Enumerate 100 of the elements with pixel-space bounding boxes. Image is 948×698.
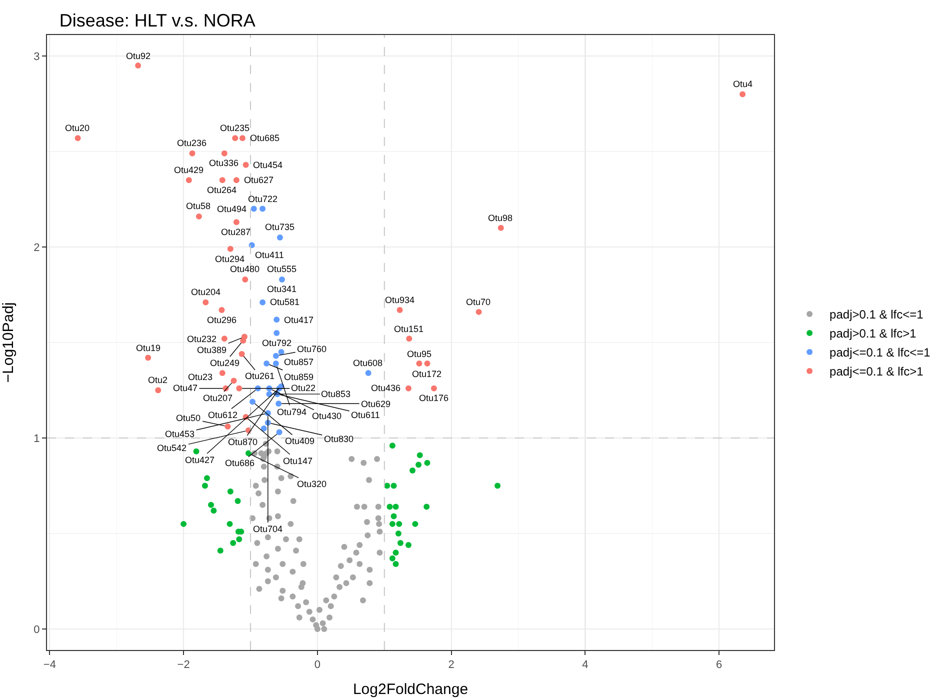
annotation: Otu249 bbox=[210, 358, 240, 368]
annotation: Otu429 bbox=[174, 165, 204, 175]
point bbox=[276, 400, 282, 407]
point bbox=[234, 498, 241, 504]
annotation: Otu172 bbox=[412, 369, 442, 379]
point bbox=[390, 482, 397, 489]
point bbox=[145, 354, 152, 361]
annotation: Otu2 bbox=[148, 375, 168, 385]
annotation: Otu830 bbox=[324, 434, 354, 444]
annotation: Otu453 bbox=[165, 429, 195, 439]
point bbox=[405, 385, 412, 392]
x-tick-label: 6 bbox=[716, 659, 722, 672]
point bbox=[390, 513, 397, 520]
point bbox=[405, 542, 412, 548]
annotation: Otu760 bbox=[297, 344, 327, 354]
point bbox=[396, 307, 403, 314]
point bbox=[498, 224, 504, 231]
point bbox=[240, 338, 246, 344]
point bbox=[424, 504, 430, 510]
point bbox=[221, 150, 228, 156]
annotation: Otu236 bbox=[177, 138, 207, 148]
point bbox=[416, 452, 423, 458]
point bbox=[227, 246, 234, 252]
x-tick-label: 0 bbox=[314, 659, 321, 672]
annotation: Otu23 bbox=[188, 372, 213, 382]
point bbox=[276, 234, 283, 240]
annotation: Otu296 bbox=[207, 315, 237, 325]
point bbox=[278, 276, 285, 282]
annotation: Otu686 bbox=[225, 458, 255, 468]
point bbox=[230, 540, 236, 546]
point bbox=[180, 520, 187, 527]
point bbox=[250, 206, 257, 212]
annotation: Otu389 bbox=[197, 345, 227, 355]
annotation: Otu627 bbox=[244, 175, 274, 185]
annotation: Otu704 bbox=[253, 524, 283, 534]
annotation: Otu264 bbox=[207, 185, 237, 195]
annotation: Otu735 bbox=[265, 222, 295, 232]
annotation: Otu204 bbox=[191, 287, 221, 297]
point bbox=[278, 349, 284, 356]
point bbox=[242, 162, 249, 168]
point bbox=[392, 550, 399, 556]
point bbox=[274, 330, 280, 336]
annotation: Otu341 bbox=[267, 284, 297, 294]
annotation: Otu722 bbox=[248, 194, 278, 204]
annotation: Otu98 bbox=[488, 213, 513, 223]
y-tick-label: 1 bbox=[34, 432, 40, 445]
annotation: Otu411 bbox=[255, 250, 284, 260]
annotation: Otu261 bbox=[245, 371, 275, 381]
annotation: Otu294 bbox=[215, 254, 245, 264]
annotation: Otu409 bbox=[285, 436, 315, 446]
annotation: Otu494 bbox=[217, 204, 247, 214]
legend-label: padj>0.1 & lfc<=1 bbox=[830, 308, 924, 322]
annotation: Otu70 bbox=[466, 297, 491, 307]
annotation: Otu430 bbox=[312, 411, 342, 421]
point bbox=[260, 206, 266, 212]
point bbox=[204, 475, 210, 482]
point bbox=[242, 276, 248, 282]
point bbox=[233, 177, 240, 184]
point bbox=[230, 378, 237, 384]
point bbox=[250, 398, 256, 405]
annotation: Otu542 bbox=[157, 443, 187, 453]
y-tick-label: 2 bbox=[34, 242, 40, 254]
point bbox=[232, 135, 238, 142]
annotation: Otu147 bbox=[283, 456, 313, 466]
annotation: Otu95 bbox=[407, 349, 432, 359]
point bbox=[260, 299, 266, 306]
annotation: Otu480 bbox=[230, 264, 260, 274]
point bbox=[389, 520, 396, 527]
annotation: Otu235 bbox=[220, 123, 250, 133]
point bbox=[236, 536, 242, 542]
point bbox=[430, 385, 437, 392]
annotation: Otu685 bbox=[250, 133, 280, 143]
y-tick-label: 0 bbox=[34, 624, 40, 636]
point bbox=[396, 520, 402, 527]
point bbox=[494, 482, 501, 489]
annotation: Otu454 bbox=[253, 160, 283, 170]
point bbox=[274, 316, 280, 323]
annotation: Otu436 bbox=[371, 383, 401, 393]
legend-label: padj<=0.1 & lfc<=1 bbox=[830, 346, 931, 360]
point bbox=[416, 462, 422, 468]
annotation: Otu232 bbox=[187, 334, 217, 344]
legend-label: padj>0.1 & lfc>1 bbox=[830, 326, 917, 341]
annotation: Otu612 bbox=[208, 410, 238, 420]
annotation: Otu934 bbox=[385, 295, 415, 305]
point bbox=[264, 360, 270, 367]
annotation: Otu20 bbox=[65, 123, 90, 133]
legend-label: padj<=0.1 & lfc>1 bbox=[830, 364, 924, 379]
annotation: Otu92 bbox=[126, 51, 151, 61]
point bbox=[74, 135, 81, 142]
y-tick-label: 3 bbox=[34, 50, 40, 63]
annotation: Otu50 bbox=[176, 413, 201, 423]
annotation: Otu58 bbox=[186, 201, 211, 211]
point bbox=[196, 213, 202, 220]
x-tick-label: −4 bbox=[43, 659, 56, 672]
point bbox=[239, 135, 246, 142]
annotation: Otu320 bbox=[297, 479, 327, 489]
point bbox=[272, 360, 279, 367]
x-tick-label: 2 bbox=[448, 659, 454, 672]
annotation: Otu4 bbox=[733, 79, 753, 89]
point bbox=[238, 350, 245, 357]
